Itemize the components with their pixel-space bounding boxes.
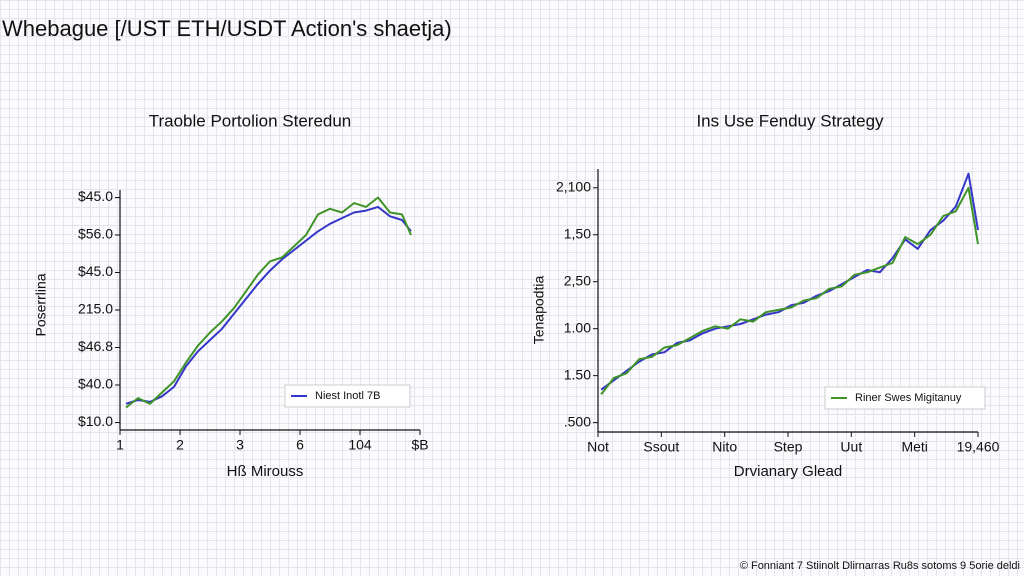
data-line	[125, 205, 412, 405]
y-tick-label: $46.8	[78, 338, 113, 354]
x-axis-label: Hß Mirouss	[227, 463, 304, 480]
x-axis-label: Drvianary Glead	[734, 463, 842, 480]
y-tick-label: $45.0	[78, 188, 113, 204]
x-tick-label: 19,460	[957, 439, 1000, 455]
y-axis-label: Poserrlina	[33, 273, 49, 336]
x-tick-label: Not	[587, 439, 609, 455]
y-tick-label: $10.0	[78, 413, 113, 429]
x-tick-label: $B	[411, 437, 428, 453]
footer: © Fonniant 7 Stiinolt Dlirnarras Ru8s so…	[740, 560, 1020, 572]
legend-box	[824, 386, 986, 410]
legend-box	[284, 384, 411, 408]
y-tick-label: 1.00	[564, 319, 591, 335]
y-tick-label: 2,50	[564, 272, 591, 288]
x-tick-label: Nito	[712, 439, 737, 455]
x-tick-label: Uut	[840, 439, 862, 455]
y-tick-label: $56.0	[78, 226, 113, 242]
x-tick-label: Ssout	[643, 439, 679, 455]
x-tick-label: 2	[176, 437, 184, 453]
x-tick-label: 104	[348, 437, 372, 453]
y-tick-label: 1,50	[564, 225, 591, 241]
data-line	[600, 172, 979, 391]
y-tick-label: 215.0	[78, 301, 113, 317]
y-tick-label: 2,100	[556, 178, 591, 194]
x-tick-label: 3	[236, 437, 244, 453]
legend-label: Niest Inotl 7B	[315, 390, 380, 402]
chart-title: Ins Use Fenduy Strategy	[696, 111, 884, 130]
y-tick-label: .500	[564, 413, 591, 429]
x-tick-label: Meti	[901, 439, 927, 455]
y-tick-label: $45.0	[78, 263, 113, 279]
page-title: Whebague [/UST ETH/USDT Action's shaetja…	[2, 16, 452, 41]
x-tick-label: 1	[116, 437, 124, 453]
legend-label: Riner Swes Migitanuy	[855, 392, 962, 404]
chart-title: Traoble Portolion Steredun	[149, 111, 352, 130]
y-tick-label: 1.50	[564, 366, 591, 382]
x-tick-label: Step	[774, 439, 803, 455]
data-line	[600, 186, 979, 396]
y-axis-label: Tenapodtia	[531, 276, 547, 345]
y-tick-label: $40.0	[78, 376, 113, 392]
data-line	[125, 196, 412, 409]
x-tick-label: 6	[296, 437, 304, 453]
